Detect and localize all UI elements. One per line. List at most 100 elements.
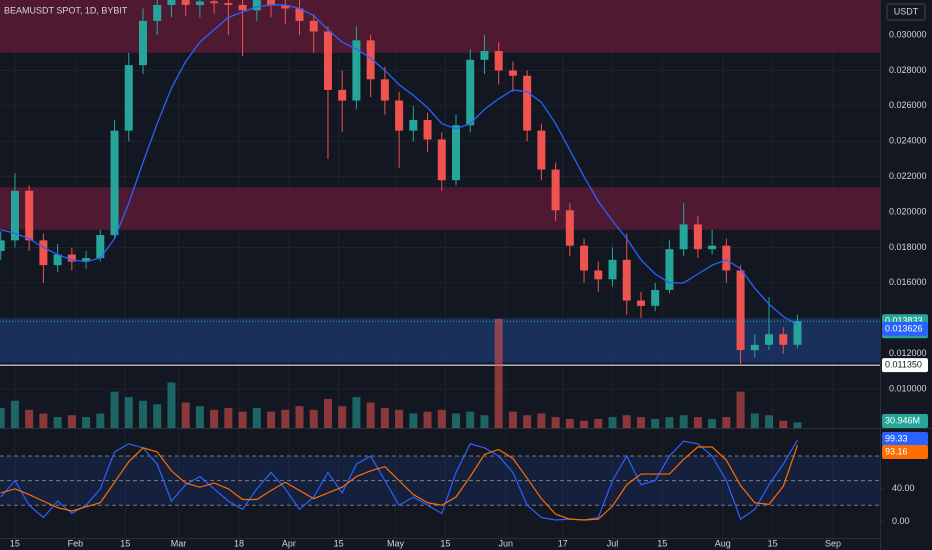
candle-body [366, 40, 375, 80]
volume-bar [480, 415, 489, 428]
volume-bar [53, 417, 62, 428]
candle-body [636, 300, 645, 306]
stoch-tag: 93.16 [885, 446, 908, 456]
x-tick-label: Sep [825, 538, 841, 548]
unit-label[interactable]: USDT [894, 6, 919, 16]
y-tick-label: 0.012000 [889, 348, 927, 358]
candle-body [523, 75, 532, 131]
candle-body [110, 130, 119, 236]
x-tick-label: Apr [282, 538, 296, 548]
candle-body [779, 334, 788, 345]
candle-body [537, 130, 546, 170]
candle-body [622, 259, 631, 301]
candle-body [167, 0, 176, 5]
candle-body [679, 224, 688, 250]
volume-bar [722, 417, 731, 428]
volume-tag-box [882, 414, 928, 428]
candle-body [96, 235, 105, 259]
volume-bar [679, 415, 688, 428]
price-pane [0, 0, 880, 428]
candle-body [281, 4, 290, 9]
volume-bar [765, 415, 774, 428]
x-tick-label: Feb [68, 538, 84, 548]
volume-bar [608, 417, 617, 428]
candle-body [0, 240, 5, 251]
x-tick-label: Mar [171, 538, 187, 548]
candle-body [10, 190, 19, 241]
volume-bar [708, 418, 717, 428]
stoch-tag: 99.33 [885, 433, 908, 443]
volume-bar [622, 415, 631, 428]
candle-body [508, 70, 517, 76]
level-tag: 0.011350 [885, 360, 922, 370]
candle-body [651, 289, 660, 306]
volume-bar [452, 413, 461, 428]
candle-body [551, 169, 560, 211]
stoch-tag-box [882, 432, 928, 446]
candle-body [25, 190, 34, 241]
y-tick-label: 0.020000 [889, 206, 927, 216]
candle-body [295, 8, 304, 21]
axes: 0.030000 0.028000 0.026000 0.024000 0.022000… [10, 29, 928, 548]
volume-bar [82, 417, 91, 428]
volume-bar [25, 409, 34, 428]
stoch-line [0, 439, 798, 521]
candle-body [722, 245, 731, 271]
volume-bar [693, 417, 702, 428]
volume-bar [309, 409, 318, 428]
candle-body [750, 344, 759, 351]
volume-bar [195, 406, 204, 428]
candle-body [708, 245, 717, 250]
candle-body [181, 0, 190, 5]
x-tick-label: 15 [334, 538, 344, 548]
candle-body [53, 254, 62, 266]
y-tick-label: 0.024000 [889, 136, 927, 146]
candle-body [793, 321, 802, 345]
volume-bar [437, 409, 446, 428]
candle-body [338, 89, 347, 101]
volume-bar [96, 413, 105, 428]
volume-bar [153, 404, 162, 428]
candle-body [423, 120, 432, 140]
x-tick-label: Aug [715, 538, 731, 548]
y-tick-label: 0.018000 [889, 242, 927, 252]
x-tick-label: 15 [768, 538, 778, 548]
volume-bar [167, 382, 176, 428]
x-tick-label: Jul [607, 538, 619, 548]
stoch-tag-box [882, 445, 928, 459]
volume-bar [181, 402, 190, 428]
stoch-band [0, 456, 880, 506]
y-tick-label: 0.028000 [889, 65, 927, 75]
candle-body [580, 245, 589, 271]
zone [0, 187, 880, 230]
candle-body [765, 334, 774, 345]
volume-bar [224, 408, 233, 428]
volume-bar [295, 406, 304, 428]
volume-bar [110, 391, 119, 428]
x-tick-label: 15 [10, 538, 20, 548]
volume-bar [508, 411, 517, 428]
x-tick-label: 17 [558, 538, 568, 548]
volume-bar [39, 413, 48, 428]
candle-body [210, 1, 219, 4]
candle-body [466, 59, 475, 126]
candle-body [352, 40, 361, 101]
unit-box[interactable] [886, 3, 926, 21]
candle-body [67, 254, 76, 262]
y-tick-label: 0.010000 [889, 383, 927, 393]
x-tick-label: 15 [120, 538, 130, 548]
ma-tag: 0.013626 [885, 323, 923, 333]
volume-bar [580, 420, 589, 428]
volume-bar [210, 409, 219, 428]
ma-tag-box [882, 321, 928, 336]
volume-bar [423, 411, 432, 428]
candle-body [124, 65, 133, 131]
chart-title: BEAMUSDT SPOT, 1D, BYBIT [4, 5, 128, 15]
candle-body [452, 125, 461, 181]
candle-body [736, 270, 745, 351]
candle-body [608, 259, 617, 280]
zone [0, 318, 880, 363]
volume-bar [779, 420, 788, 428]
volume-bar [380, 408, 389, 428]
